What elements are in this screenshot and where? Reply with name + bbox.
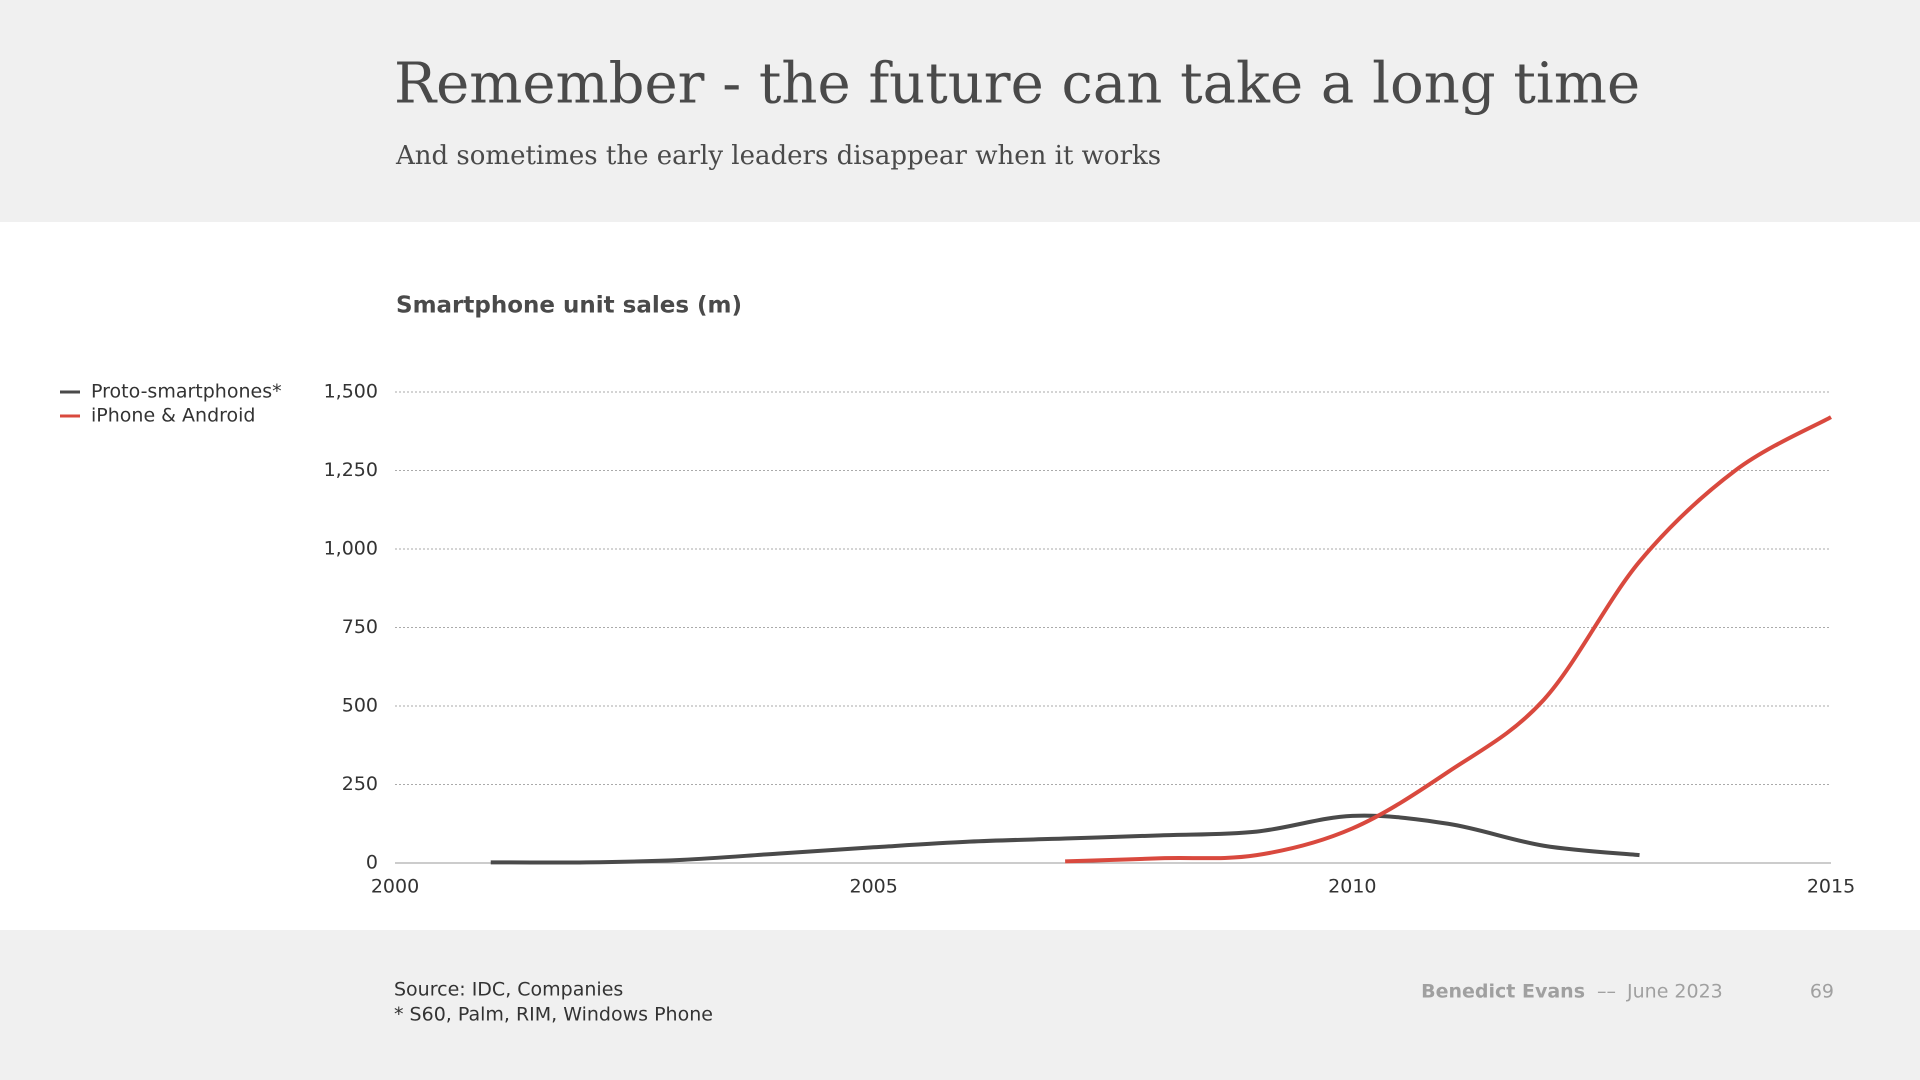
x-tick-label: 2000: [371, 876, 419, 898]
y-tick-label: 500: [342, 695, 378, 717]
footnote: * S60, Palm, RIM, Windows Phone: [394, 1004, 713, 1026]
legend-label: Proto-smartphones*: [91, 381, 282, 403]
title: Remember - the future can take a long ti…: [394, 52, 1640, 117]
y-tick-label: 1,500: [324, 381, 378, 403]
header-band: [0, 0, 1920, 222]
separator: ––: [1597, 981, 1616, 1003]
axis-title: Smartphone unit sales (m): [396, 293, 742, 319]
subtitle: And sometimes the early leaders disappea…: [395, 141, 1161, 171]
y-tick-label: 250: [342, 773, 378, 795]
source: Source: IDC, Companies: [394, 979, 623, 1001]
series-line: [490, 813, 1640, 865]
y-tick-label: 750: [342, 616, 378, 638]
legend-label: iPhone & Android: [91, 405, 256, 427]
footer-band: [0, 930, 1920, 1080]
x-tick-label: 2015: [1807, 876, 1855, 898]
author: Benedict Evans: [1421, 981, 1585, 1003]
date: June 2023: [1626, 981, 1723, 1003]
x-tick-label: 2005: [849, 876, 897, 898]
page-number: 69: [1810, 981, 1834, 1003]
x-tick-label: 2010: [1328, 876, 1376, 898]
y-tick-label: 1,250: [324, 459, 378, 481]
y-tick-label: 1,000: [324, 538, 378, 560]
series-line: [1065, 415, 1832, 864]
y-tick-label: 0: [366, 852, 378, 874]
